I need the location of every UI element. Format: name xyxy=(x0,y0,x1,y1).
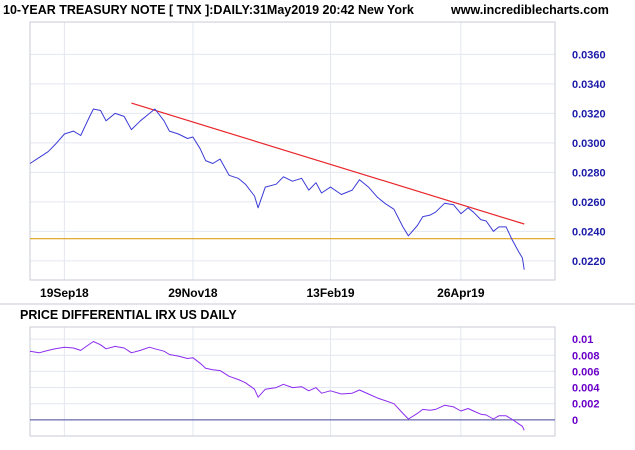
price-y-tick-labels: 0.0360 0.0340 0.0320 0.0300 0.0280 0.0260 0.02… xyxy=(572,49,606,267)
y-tick-label: 0.008 xyxy=(572,350,600,362)
price-panel-grid xyxy=(30,22,555,280)
price-panel-frame xyxy=(29,21,556,281)
y-tick-label: 0.0260 xyxy=(572,197,606,209)
y-tick-label: 0.0300 xyxy=(572,138,606,150)
differential-y-tick-labels: 0.01 0.008 0.006 0.004 0.002 0 xyxy=(572,334,600,427)
y-tick-label: 0.0220 xyxy=(572,256,606,268)
differential-line xyxy=(29,341,525,431)
x-tick-label: 13Feb19 xyxy=(307,286,355,300)
y-tick-label: 0 xyxy=(572,415,578,427)
differential-chart-title: PRICE DIFFERENTIAL IRX US DAILY xyxy=(20,308,237,322)
price-panel-lines xyxy=(29,102,555,270)
date-tick-labels: 19Sep18 29Nov18 13Feb19 26Apr19 xyxy=(40,286,485,300)
watermark-text: www.incrediblecharts.com xyxy=(450,3,609,17)
y-tick-label: 0.0280 xyxy=(572,167,606,179)
y-tick-label: 0.0320 xyxy=(572,108,606,120)
y-tick-label: 0.004 xyxy=(572,383,600,395)
differential-panel-lines xyxy=(29,341,555,431)
y-tick-label: 0.002 xyxy=(572,399,600,411)
x-tick-label: 29Nov18 xyxy=(168,286,218,300)
price-chart-title: 10-YEAR TREASURY NOTE [ TNX ]:DAILY:31Ma… xyxy=(3,3,414,17)
y-tick-label: 0.006 xyxy=(572,366,600,378)
y-tick-label: 0.0360 xyxy=(572,49,606,61)
y-tick-label: 0.01 xyxy=(572,334,593,346)
differential-panel-frame xyxy=(29,326,556,437)
trend-line xyxy=(131,102,525,225)
x-tick-label: 19Sep18 xyxy=(40,286,89,300)
price-line xyxy=(29,108,525,270)
x-tick-label: 26Apr19 xyxy=(437,286,485,300)
y-tick-label: 0.0340 xyxy=(572,79,606,91)
y-tick-label: 0.0240 xyxy=(572,226,606,238)
